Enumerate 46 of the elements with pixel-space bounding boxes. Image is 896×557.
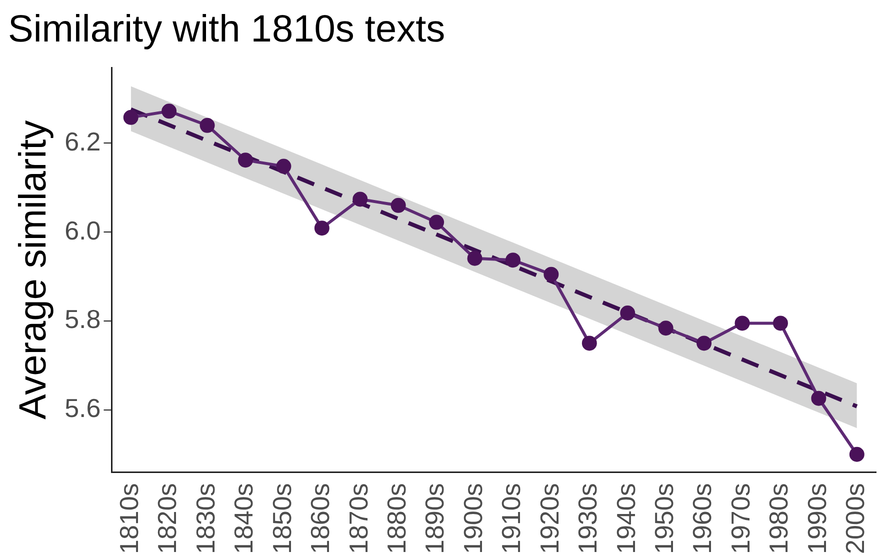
x-tick-label: 1970s <box>725 483 756 554</box>
x-tick-label: 1810s <box>114 483 144 554</box>
point <box>849 446 864 462</box>
point <box>582 336 597 351</box>
x-tick-label: 1880s <box>382 483 412 554</box>
x-tick-label: 1960s <box>687 483 718 554</box>
y-tick-label: 6.0 <box>64 215 101 246</box>
point <box>505 252 520 268</box>
point <box>734 316 750 331</box>
x-tick-label: 1850s <box>266 483 297 554</box>
y-axis-title: Average similarity <box>12 120 54 420</box>
x-tick-label: 1920s <box>534 483 564 554</box>
x-tick-label: 1990s <box>802 483 832 554</box>
x-tick-label: 1820s <box>152 483 182 554</box>
point <box>162 104 177 119</box>
point <box>123 110 138 125</box>
x-tick-label: 1830s <box>190 483 220 554</box>
x-tick-label: 1940s <box>610 483 641 554</box>
point <box>390 198 406 213</box>
x-tick-label: 1950s <box>649 483 679 554</box>
x-tick-label: 1980s <box>764 483 794 554</box>
chart-title: Similarity with 1810s texts <box>8 8 446 50</box>
point <box>696 336 712 351</box>
point <box>658 320 674 336</box>
point <box>772 316 788 331</box>
y-tick-label: 6.2 <box>64 126 101 156</box>
point <box>811 390 826 406</box>
x-tick-label: 1840s <box>228 483 259 554</box>
x-tick-label: 1870s <box>343 483 374 554</box>
point <box>314 220 330 236</box>
point <box>352 192 368 207</box>
x-tick-label: 1930s <box>572 483 603 554</box>
point <box>544 266 559 282</box>
point <box>620 306 636 321</box>
x-tick-label: 1900s <box>458 483 488 554</box>
y-tick-label: 5.6 <box>64 393 101 424</box>
y-tick-label: 5.8 <box>64 304 101 334</box>
point <box>276 158 292 174</box>
x-tick-label: 1910s <box>496 483 526 554</box>
x-tick-label: 2000s <box>840 483 870 554</box>
x-tick-label: 1890s <box>420 483 450 554</box>
point <box>200 118 215 133</box>
point <box>429 214 444 230</box>
point <box>238 152 253 168</box>
point <box>467 250 482 266</box>
x-tick-label: 1860s <box>305 483 336 554</box>
